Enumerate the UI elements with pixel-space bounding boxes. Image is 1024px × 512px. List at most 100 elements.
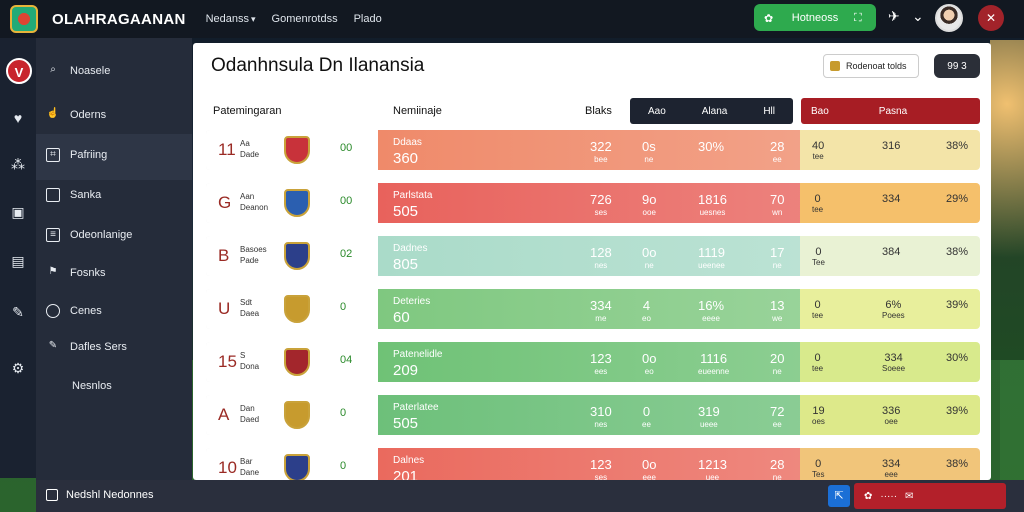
- main-panel: Odanhnsula Dn Ilanansia Rodenoat tolds 9…: [193, 43, 991, 480]
- value-2: 9o ooe: [642, 192, 657, 217]
- dark-header-0[interactable]: Aao: [647, 105, 666, 117]
- mini-score: 0: [340, 407, 347, 419]
- col-header-name: Nemiinaje: [393, 105, 442, 117]
- table-row[interactable]: 15 S Dona 04 Patenelidle 209 123 ees 0o eo…: [206, 342, 980, 382]
- value-3: 30%: [698, 139, 725, 154]
- table-row[interactable]: U Sdt Daea 0 Deteries 60 334 me 4 eo 16% ee…: [206, 289, 980, 329]
- table-row[interactable]: 10 Bar Dane 0 Dalnes 201 123 ses 0o eee 12…: [206, 448, 980, 480]
- rank: A: [218, 405, 230, 424]
- table-row[interactable]: A Dan Daed 0 Paterlatee 505 310 nes 0 ee 3…: [206, 395, 980, 435]
- hand-icon: ☝: [46, 108, 60, 119]
- team-crest-icon: [284, 401, 310, 429]
- value-4: 72 ee: [770, 404, 785, 429]
- value-3: 1816 uesnes: [698, 192, 727, 217]
- nav-item-2[interactable]: Plado: [353, 13, 382, 25]
- value-2: 0o eee: [642, 457, 657, 480]
- mini-score: 02: [340, 248, 353, 260]
- settings-icon[interactable]: ⚙: [11, 360, 25, 376]
- filter-button[interactable]: Rodenoat tolds: [823, 54, 919, 78]
- value-4: 20 ne: [770, 351, 785, 376]
- table-row[interactable]: 11 Aa Dade 00 Ddaas 360 322 bee 0s ne 30% …: [206, 130, 980, 170]
- result-cell: 0 Tes 334 eee 38%: [800, 448, 980, 480]
- notification-badge[interactable]: ✕: [978, 5, 1004, 31]
- result-percent: 39%: [946, 299, 969, 311]
- value-4: 70 wn: [770, 192, 785, 217]
- value-2: 4 eo: [642, 298, 651, 323]
- sidebar-item-4[interactable]: ≡ Odeonlanige: [46, 224, 132, 246]
- team-name: Bar Dane: [240, 457, 260, 477]
- table-row[interactable]: G Aan Deanon 00 Parlstata 505 726 ses 9o o…: [206, 183, 980, 223]
- bottom-bar: Nedshl Nedonnes ⇱ ✿ ····· ✉: [36, 480, 1024, 512]
- count-pill[interactable]: 99 3: [934, 54, 980, 78]
- result-2: 334 Soeee: [882, 352, 906, 373]
- stat-label: Deteries: [393, 296, 431, 307]
- chart-icon: ⌗: [46, 148, 60, 162]
- team-cell: U Sdt Daea 0: [206, 289, 378, 329]
- icon-rail: V ♥ ⁂ ▣ ▤ ✎ ⚙: [0, 38, 36, 478]
- chevron-down-icon[interactable]: ⌄: [912, 8, 924, 24]
- heart-icon[interactable]: ♥: [13, 110, 23, 126]
- send-icon[interactable]: ✈: [888, 8, 900, 24]
- red-header[interactable]: Bao Pasna: [801, 98, 980, 124]
- pencil-icon: ✎: [48, 340, 58, 351]
- search-icon: ⌕: [50, 64, 56, 75]
- sidebar-item-8[interactable]: Nesnlos: [72, 380, 112, 392]
- result-cell: 19 oes 336 oee 39%: [800, 395, 980, 435]
- red-header-0[interactable]: Bao: [811, 105, 829, 117]
- team-name: Aan Deanon: [240, 192, 269, 212]
- value-4: 17 ne: [770, 245, 785, 270]
- stat-value: 201: [393, 468, 419, 480]
- mini-score: 0: [340, 460, 347, 472]
- result-2: 384: [882, 246, 901, 258]
- share-icon[interactable]: ⇱: [828, 485, 850, 507]
- sidebar-item-0[interactable]: ⌕ Noasele: [46, 60, 110, 82]
- sidebar-item-3[interactable]: Sanka: [46, 184, 101, 206]
- sidebar-item-5[interactable]: ⚑ Fosnks: [46, 262, 106, 284]
- app-logo[interactable]: [10, 5, 38, 33]
- pen-icon[interactable]: ✎: [12, 304, 24, 320]
- dark-header-1[interactable]: Alana: [701, 105, 728, 117]
- result-1: 0 tee: [812, 193, 824, 214]
- value-3: 1213 uee: [698, 457, 727, 480]
- result-percent: 38%: [946, 458, 969, 470]
- sidebar-item-7[interactable]: ✎ Dafles Sers: [46, 336, 127, 358]
- side-menu: ⌕ Noasele ☝ Oderns ⌗ Pafriing Sanka ≡ Odeonl…: [36, 38, 192, 480]
- sidebar-item-6[interactable]: Cenes: [46, 300, 102, 322]
- v-logo-icon[interactable]: V: [6, 58, 32, 84]
- cta-button[interactable]: ✿ Hotneoss ⛶: [754, 4, 876, 31]
- nav-item-1[interactable]: Gomenrotdss: [271, 13, 338, 25]
- team-crest-icon: [284, 348, 310, 376]
- brand-title: OLAHRAGAANAN: [52, 10, 186, 28]
- stat-value: 505: [393, 415, 419, 432]
- dark-header[interactable]: Aao Alana Hll: [630, 98, 793, 124]
- square-icon[interactable]: ▣: [11, 204, 25, 220]
- mail-icon: ✉: [905, 490, 914, 502]
- team-crest-icon: [284, 454, 310, 480]
- sidebar-item-2[interactable]: ⌗ Pafriing: [46, 144, 107, 166]
- team-cell: G Aan Deanon 00: [206, 183, 378, 223]
- nav-item-0[interactable]: Nedanss: [206, 13, 256, 25]
- value-3: 16% eeee: [698, 298, 725, 323]
- team-cell: A Dan Daed 0: [206, 395, 378, 435]
- flag-icon: ⚑: [48, 266, 58, 277]
- bottom-red-button[interactable]: ✿ ····· ✉: [854, 483, 1006, 509]
- avatar[interactable]: [935, 4, 963, 32]
- red-header-1[interactable]: Pasna: [878, 105, 908, 117]
- dark-header-2[interactable]: Hll: [763, 105, 775, 117]
- people-icon[interactable]: ⁂: [11, 156, 25, 172]
- result-1: 19 oes: [812, 405, 825, 426]
- stats-cell: Parlstata 505 726 ses 9o ooe 1816 uesnes 70…: [378, 183, 800, 223]
- result-2: 6% Poees: [882, 299, 905, 320]
- mini-score: 00: [340, 142, 353, 154]
- stat-value: 505: [393, 203, 419, 220]
- rank: B: [218, 246, 230, 265]
- stat-label: Dadnes: [393, 243, 428, 254]
- calendar-icon[interactable]: ▤: [11, 253, 25, 269]
- table-row[interactable]: B Basoes Pade 02 Dadnes 805 128 nes 0o ne …: [206, 236, 980, 276]
- sidebar-item-1[interactable]: ☝ Oderns: [46, 108, 107, 121]
- value-2: 0s ne: [642, 139, 656, 164]
- stats-cell: Dadnes 805 128 nes 0o ne 1119 ueenee 17 ne: [378, 236, 800, 276]
- stats-cell: Dalnes 201 123 ses 0o eee 1213 uee 28 ne: [378, 448, 800, 480]
- col-header-stat: Blaks: [585, 105, 612, 117]
- bottom-menu[interactable]: Nedshl Nedonnes: [46, 489, 153, 501]
